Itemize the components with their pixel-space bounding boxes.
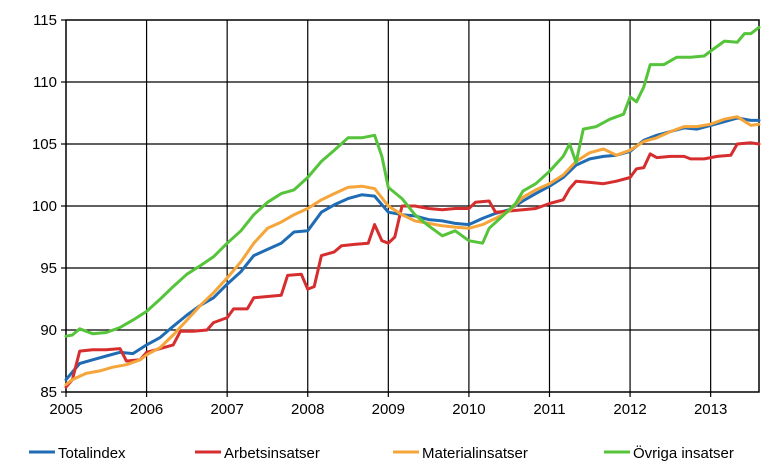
- x-tick-label: 2011: [533, 401, 565, 418]
- series-line-2: [64, 115, 761, 387]
- legend: Totalindex Arbetsinsatser Materialinsatser…: [29, 444, 734, 462]
- x-tick-label: 2005: [49, 401, 82, 418]
- y-axis-ticks: 85 90 95 100 105 110 115: [32, 12, 66, 401]
- series-lines: [64, 25, 761, 389]
- x-tick-label: 2006: [130, 401, 163, 418]
- x-tick-label: 2008: [291, 401, 324, 418]
- legend-label: Materialinsatser: [422, 445, 528, 462]
- series-line-3: [64, 25, 761, 338]
- x-axis-ticks: 2005 2006 2007 2008 2009 2010 2011 2012 2013: [49, 392, 727, 418]
- y-tick-label: 90: [40, 322, 57, 339]
- legend-label: Övriga insatser: [633, 444, 734, 462]
- x-tick-label: 2012: [613, 401, 646, 418]
- y-tick-label: 115: [33, 12, 57, 29]
- x-tick-label: 2010: [452, 401, 485, 418]
- legend-label: Arbetsinsatser: [224, 445, 320, 462]
- x-tick-label: 2009: [372, 401, 405, 418]
- y-tick-label: 100: [32, 198, 57, 215]
- x-tick-label: 2007: [210, 401, 243, 418]
- y-tick-label: 85: [40, 384, 57, 401]
- y-tick-label: 105: [32, 136, 57, 153]
- y-tick-label: 95: [40, 260, 57, 277]
- legend-label: Totalindex: [58, 445, 126, 462]
- y-tick-label: 110: [33, 74, 57, 91]
- x-tick-label: 2013: [694, 401, 727, 418]
- series-line-1: [64, 141, 761, 389]
